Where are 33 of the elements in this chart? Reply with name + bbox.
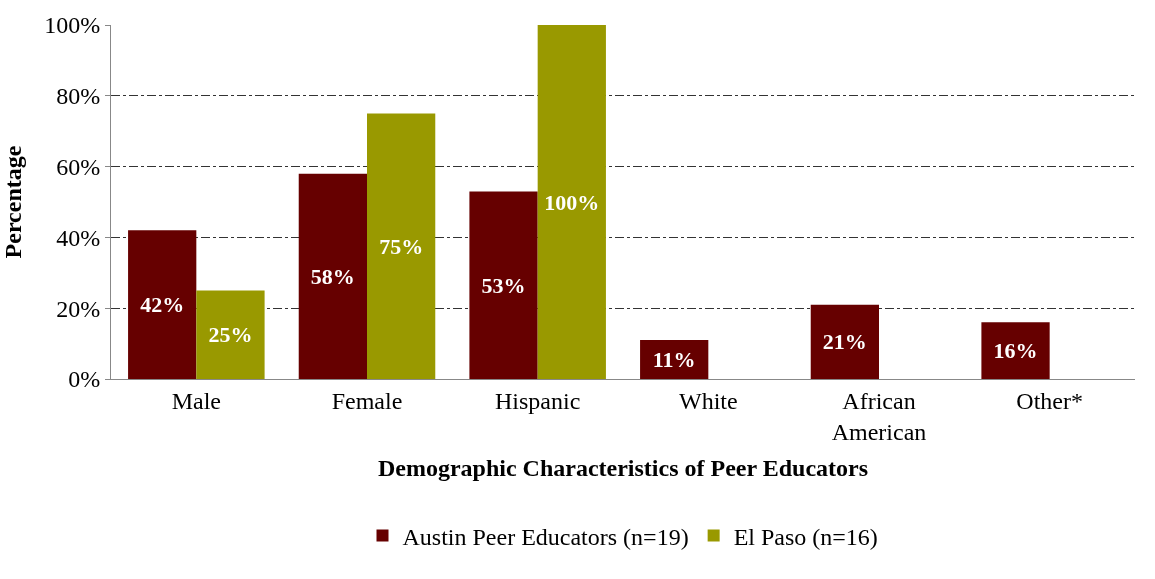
y-tick-label: 60% <box>56 154 101 180</box>
x-tick-label: White <box>679 387 738 414</box>
data-label: 21% <box>822 329 867 355</box>
data-label: 11% <box>652 347 696 373</box>
bar <box>469 191 538 379</box>
y-tick-label: 80% <box>56 83 101 110</box>
bar <box>298 173 367 379</box>
y-tick-label: 20% <box>56 295 101 322</box>
legend-label: Austin Peer Educators (n=19) <box>402 523 689 550</box>
data-label: 42% <box>140 292 185 318</box>
x-tick-label: African American <box>831 387 927 445</box>
data-label: 75% <box>379 233 424 259</box>
legend-label: El Paso (n=16) <box>733 523 878 550</box>
y-tick-label: 0% <box>68 366 101 393</box>
bar <box>128 230 197 379</box>
bar <box>810 304 879 379</box>
data-label: 58% <box>310 263 355 289</box>
x-tick-label: Other* <box>1016 387 1083 414</box>
bar <box>196 290 265 379</box>
x-tick-label: Male <box>171 387 221 414</box>
data-label: 100% <box>544 189 600 215</box>
bar <box>537 25 606 379</box>
data-label: 25% <box>208 322 253 348</box>
data-label: 53% <box>481 272 526 298</box>
data-label: 16% <box>993 338 1038 364</box>
bar <box>367 113 436 379</box>
y-tick-label: 40% <box>56 224 101 251</box>
x-tick-label: Hispanic <box>495 387 581 414</box>
x-tick-label: Female <box>331 387 403 414</box>
bar <box>981 322 1050 379</box>
y-axis-title: Percentage <box>0 145 27 259</box>
x-axis-title: Demographic Characteristics of Peer Educators <box>377 455 869 482</box>
y-tick-label: 100% <box>44 12 101 39</box>
